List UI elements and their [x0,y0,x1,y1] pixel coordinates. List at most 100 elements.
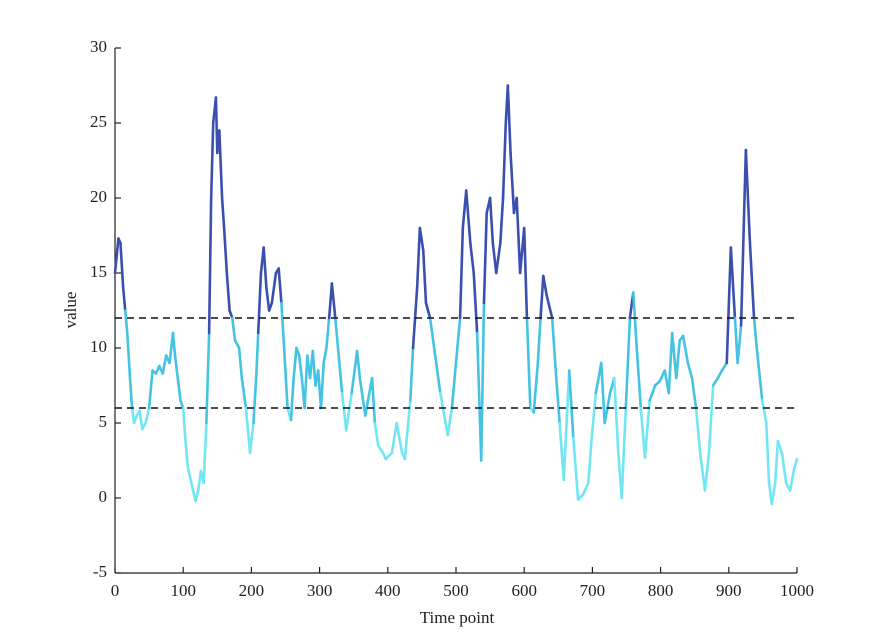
line-segment [686,361,694,380]
line-segment [581,481,590,497]
line-segment [454,316,462,365]
line-segment [218,129,224,200]
line-segment [479,301,486,462]
line-segment [205,331,211,425]
line-segment [125,331,132,380]
line-segment [176,376,182,402]
x-tick-label: 0 [111,581,120,600]
x-tick-label: 400 [375,581,401,600]
line-segment [297,354,304,380]
x-axis-label: Time point [420,608,495,627]
line-segment [572,436,580,501]
line-segment [370,376,377,425]
line-segment [554,376,561,425]
line-segment [472,271,479,335]
line-segment [350,349,359,395]
line-segment [620,406,628,500]
line-segment [303,354,309,410]
line-segment [446,406,454,437]
line-segment [237,346,244,380]
x-tick-label: 500 [443,581,469,600]
line-segment [138,409,144,431]
line-segment [632,291,639,350]
line-segment [536,316,542,365]
line-segment [220,196,226,230]
line-segment [333,316,344,395]
line-segment [667,331,674,395]
line-segment [720,361,729,372]
line-segment [244,406,252,455]
line-segment [240,376,248,410]
line-segment [265,286,271,312]
line-segment [506,84,512,155]
line-segment [376,444,385,455]
line-segment [612,376,620,455]
line-segment [280,301,286,350]
line-segment [792,457,799,470]
line-segment [567,369,575,440]
line-segment [358,376,367,417]
line-segment [725,246,733,365]
line-segment [525,316,532,410]
line-segment [373,421,380,447]
line-segment [289,376,295,422]
line-segment [760,399,768,425]
line-segment [450,361,458,410]
line-segment [231,316,237,342]
line-segment [421,249,428,305]
y-tick-label: 10 [90,337,107,356]
line-segment [532,361,540,414]
y-axis-label: value [61,292,80,329]
x-tick-label: 1000 [780,581,814,600]
line-segment [270,271,278,305]
line-segment [207,196,213,335]
line-segment [123,309,129,335]
line-segment [325,316,331,350]
x-tick-label: 600 [511,581,537,600]
line-segment [344,391,353,432]
line-segment [132,414,139,425]
line-segment [670,331,678,380]
line-segment [545,294,554,320]
line-segment [716,369,724,380]
line-segment [113,237,120,275]
line-segment [694,406,702,455]
line-segment [765,421,771,485]
line-segment [355,349,362,380]
line-segment [624,316,632,410]
y-tick-label: 25 [90,112,107,131]
x-tick-label: 800 [648,581,674,600]
line-segment [698,451,707,492]
line-segment [121,286,127,312]
line-segment [509,151,516,215]
line-segment [295,346,301,357]
line-segment [228,309,234,320]
line-segment [209,121,215,200]
line-segment [186,466,193,485]
line-segment [780,451,788,485]
line-segment [748,241,756,320]
line-segment [418,226,425,252]
line-segment [643,399,651,459]
line-segment [390,421,398,455]
line-segment [282,346,289,410]
line-segment [222,226,229,275]
line-segment [590,391,598,440]
line-segment [541,274,549,297]
line-segment [194,489,200,503]
x-tick-label: 900 [716,581,742,600]
line-segment [147,369,154,410]
line-segment [179,399,185,410]
x-tick-label: 300 [307,581,333,600]
line-segment [562,369,571,482]
y-tick-label: 15 [90,262,107,281]
line-segment [409,346,415,402]
line-segment [262,246,268,290]
line-segment [428,316,436,350]
line-segment [648,384,657,402]
line-segment [639,406,647,459]
y-tick-label: 20 [90,187,107,206]
line-segment [539,274,545,320]
y-tick-label: 30 [90,37,107,56]
